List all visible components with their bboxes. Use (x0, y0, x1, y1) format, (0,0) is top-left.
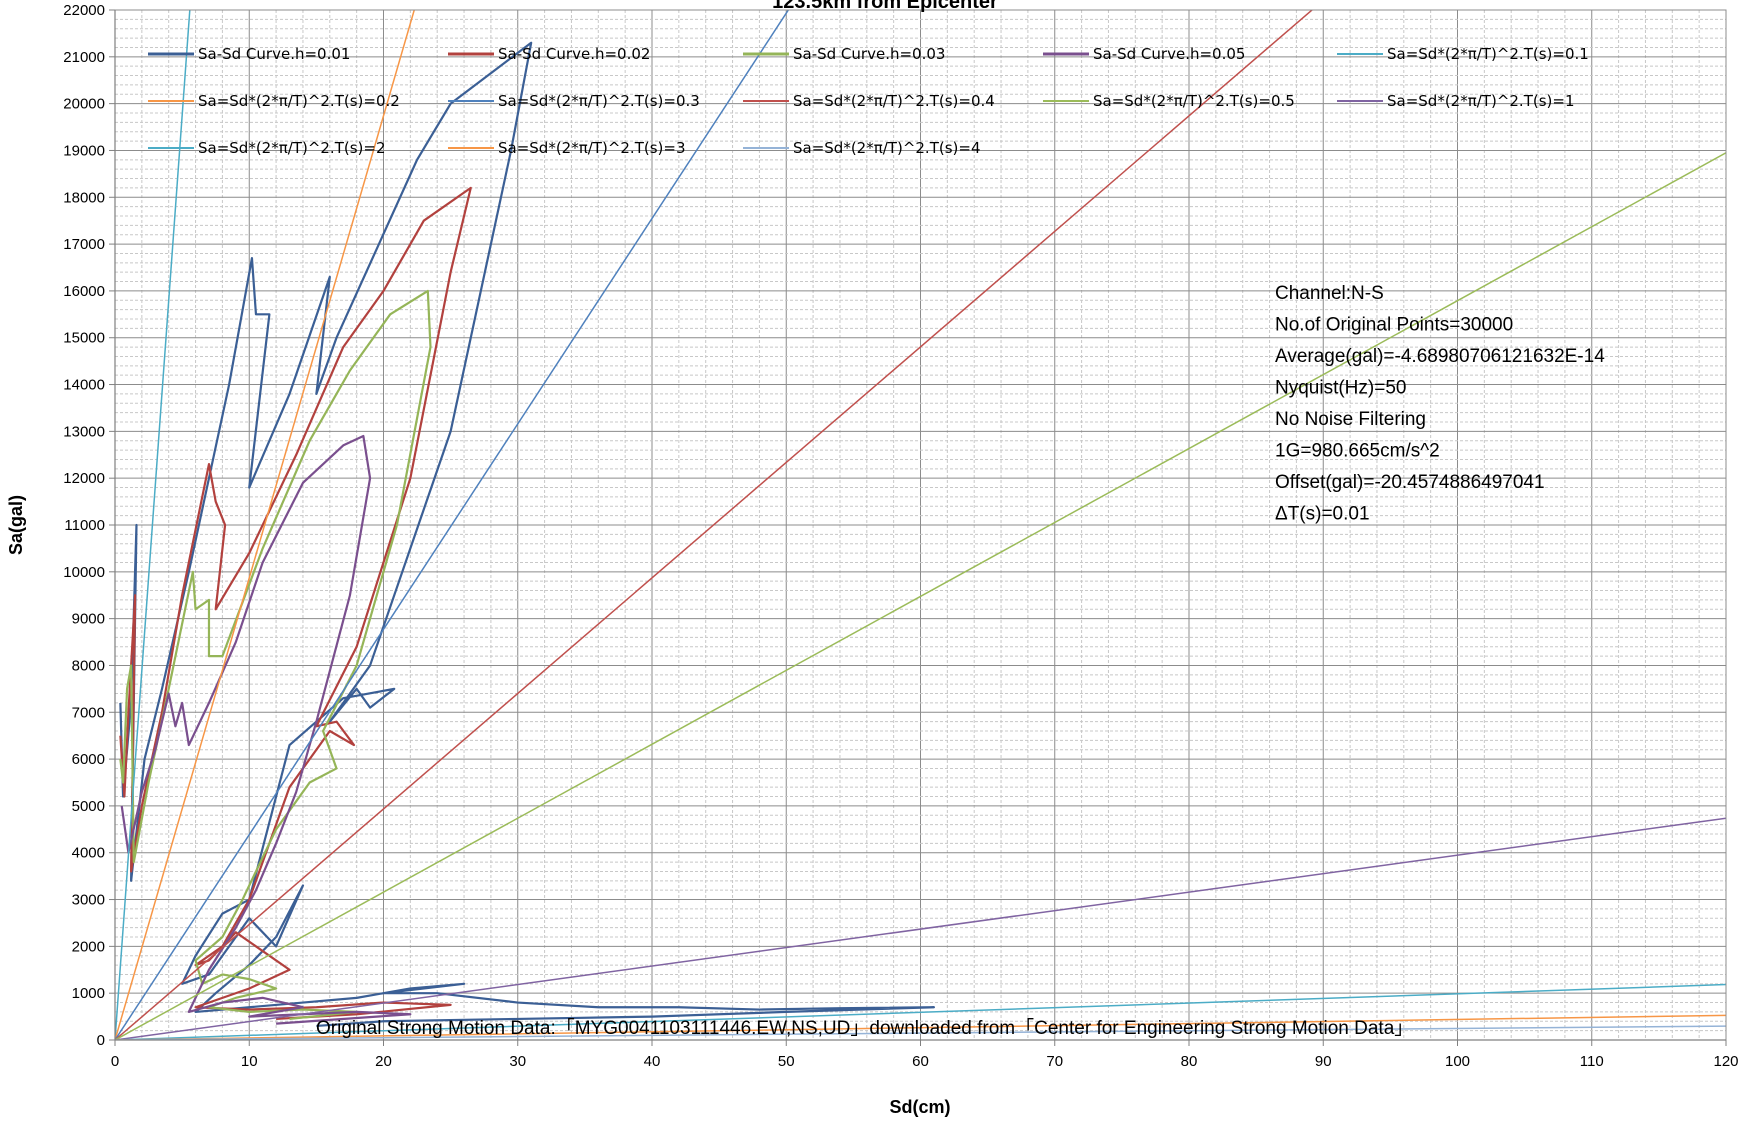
x-tick-label: 110 (1580, 1053, 1604, 1070)
info-line: No.of Original Points=30000 (1275, 315, 1513, 336)
series-curve-2 (119, 289, 432, 1021)
series-line-12 (115, 1025, 1726, 1040)
series-line-5 (115, 10, 416, 1040)
series-curve-3 (120, 434, 412, 1025)
y-tick-label: 17000 (63, 236, 105, 253)
y-tick-label: 8000 (72, 657, 105, 674)
y-tick-label: 19000 (63, 142, 105, 159)
info-box: Channel:N-S No.of Original Points=30000 Av… (1275, 283, 1605, 525)
x-tick-label: 60 (912, 1053, 929, 1070)
axes: 0 10 20 30 40 50 60 70 80 90 100 110 120 0 1000 2000 300… (63, 2, 1738, 1070)
legend-label: Sa=Sd*(2*π/T)^2.T(s)=0.1 (1387, 45, 1589, 63)
x-tick-label: 20 (375, 1053, 392, 1070)
legend-item: Sa-Sd Curve.h=0.02 (448, 45, 650, 63)
legend-label: Sa=Sd*(2*π/T)^2.T(s)=1 (1387, 92, 1575, 110)
legend-item: Sa-Sd Curve.h=0.03 (743, 45, 945, 63)
y-tick-label: 0 (97, 1032, 105, 1049)
y-tick-label: 18000 (63, 189, 105, 206)
x-tick-label: 100 (1445, 1053, 1470, 1070)
y-tick-label: 16000 (63, 283, 105, 300)
info-line: Nyquist(Hz)=50 (1275, 378, 1406, 399)
series-curve-1 (119, 186, 472, 1021)
legend-label: Sa-Sd Curve.h=0.01 (198, 45, 350, 63)
legend-label: Sa=Sd*(2*π/T)^2.T(s)=0.3 (498, 92, 700, 110)
legend: Sa-Sd Curve.h=0.01 Sa-Sd Curve.h=0.02 Sa-S… (148, 45, 1589, 157)
y-tick-label: 6000 (72, 751, 105, 768)
legend-label: Sa-Sd Curve.h=0.05 (1093, 45, 1245, 63)
legend-label: Sa=Sd*(2*π/T)^2.T(s)=0.2 (198, 92, 400, 110)
y-tick-label: 1000 (72, 985, 105, 1002)
footer-note: Original Strong Motion Data:「MYG00411031… (316, 1017, 1413, 1039)
y-tick-label: 7000 (72, 704, 105, 721)
y-tick-label: 20000 (63, 96, 105, 113)
legend-label: Sa-Sd Curve.h=0.03 (793, 45, 945, 63)
y-tick-label: 3000 (72, 892, 105, 909)
legend-item: Sa-Sd Curve.h=0.01 (148, 45, 350, 63)
series-line-8 (115, 152, 1726, 1040)
info-line: Offset(gal)=-20.4574886497041 (1275, 472, 1545, 493)
x-tick-label: 120 (1713, 1053, 1738, 1070)
legend-item: Sa=Sd*(2*π/T)^2.T(s)=2 (148, 139, 386, 157)
x-axis-title: Sd(cm) (889, 1097, 950, 1117)
y-axis-title: Sa(gal) (6, 495, 26, 555)
y-tick-label: 9000 (72, 611, 105, 628)
y-tick-label: 21000 (63, 49, 105, 66)
series-line-11 (115, 1014, 1726, 1040)
y-tick-label: 4000 (72, 845, 105, 862)
x-tick-label: 10 (241, 1053, 258, 1070)
legend-item: Sa=Sd*(2*π/T)^2.T(s)=0.5 (1043, 92, 1295, 110)
y-tick-label: 22000 (63, 2, 105, 19)
y-tick-label: 2000 (72, 938, 105, 955)
chart-title: 123.5km from Epicenter (772, 0, 998, 13)
legend-item: Sa-Sd Curve.h=0.05 (1043, 45, 1245, 63)
y-tick-label: 14000 (63, 377, 105, 394)
info-line: Channel:N-S (1275, 283, 1384, 304)
legend-item: Sa=Sd*(2*π/T)^2.T(s)=0.4 (743, 92, 995, 110)
legend-item: Sa=Sd*(2*π/T)^2.T(s)=0.3 (448, 92, 700, 110)
x-tick-label: 80 (1181, 1053, 1198, 1070)
x-tick-label: 90 (1315, 1053, 1332, 1070)
legend-label: Sa=Sd*(2*π/T)^2.T(s)=4 (793, 139, 981, 157)
y-tick-label: 5000 (72, 798, 105, 815)
legend-item: Sa=Sd*(2*π/T)^2.T(s)=0.2 (148, 92, 400, 110)
x-tick-label: 40 (644, 1053, 661, 1070)
series-line-6 (115, 10, 790, 1040)
x-tick-label: 50 (778, 1053, 795, 1070)
series-curve-0 (119, 41, 936, 1028)
legend-item: Sa=Sd*(2*π/T)^2.T(s)=0.1 (1337, 45, 1589, 63)
legend-label: Sa-Sd Curve.h=0.02 (498, 45, 650, 63)
legend-item: Sa=Sd*(2*π/T)^2.T(s)=1 (1337, 92, 1575, 110)
x-tick-label: 0 (111, 1053, 119, 1070)
y-tick-label: 10000 (63, 564, 105, 581)
series-line-10 (115, 983, 1726, 1040)
grid (114, 9, 1727, 1041)
info-line: Average(gal)=-4.68980706121632E-14 (1275, 346, 1605, 367)
legend-label: Sa=Sd*(2*π/T)^2.T(s)=0.4 (793, 92, 995, 110)
legend-label: Sa=Sd*(2*π/T)^2.T(s)=2 (198, 139, 386, 157)
y-tick-label: 15000 (63, 330, 105, 347)
series-line-9 (115, 817, 1726, 1040)
y-tick-label: 11000 (64, 517, 105, 534)
y-tick-label: 13000 (63, 423, 105, 440)
legend-label: Sa=Sd*(2*π/T)^2.T(s)=3 (498, 139, 686, 157)
plot-lines (115, 10, 1726, 1040)
info-line: No Noise Filtering (1275, 409, 1426, 430)
series-line-7 (115, 10, 1314, 1040)
y-tick-label: 12000 (63, 470, 105, 487)
x-tick-label: 30 (509, 1053, 526, 1070)
info-line: 1G=980.665cm/s^2 (1275, 441, 1440, 462)
info-line: ΔT(s)=0.01 (1275, 504, 1370, 525)
legend-label: Sa=Sd*(2*π/T)^2.T(s)=0.5 (1093, 92, 1295, 110)
x-tick-label: 70 (1046, 1053, 1063, 1070)
legend-item: Sa=Sd*(2*π/T)^2.T(s)=4 (743, 139, 981, 157)
legend-item: Sa=Sd*(2*π/T)^2.T(s)=3 (448, 139, 686, 157)
